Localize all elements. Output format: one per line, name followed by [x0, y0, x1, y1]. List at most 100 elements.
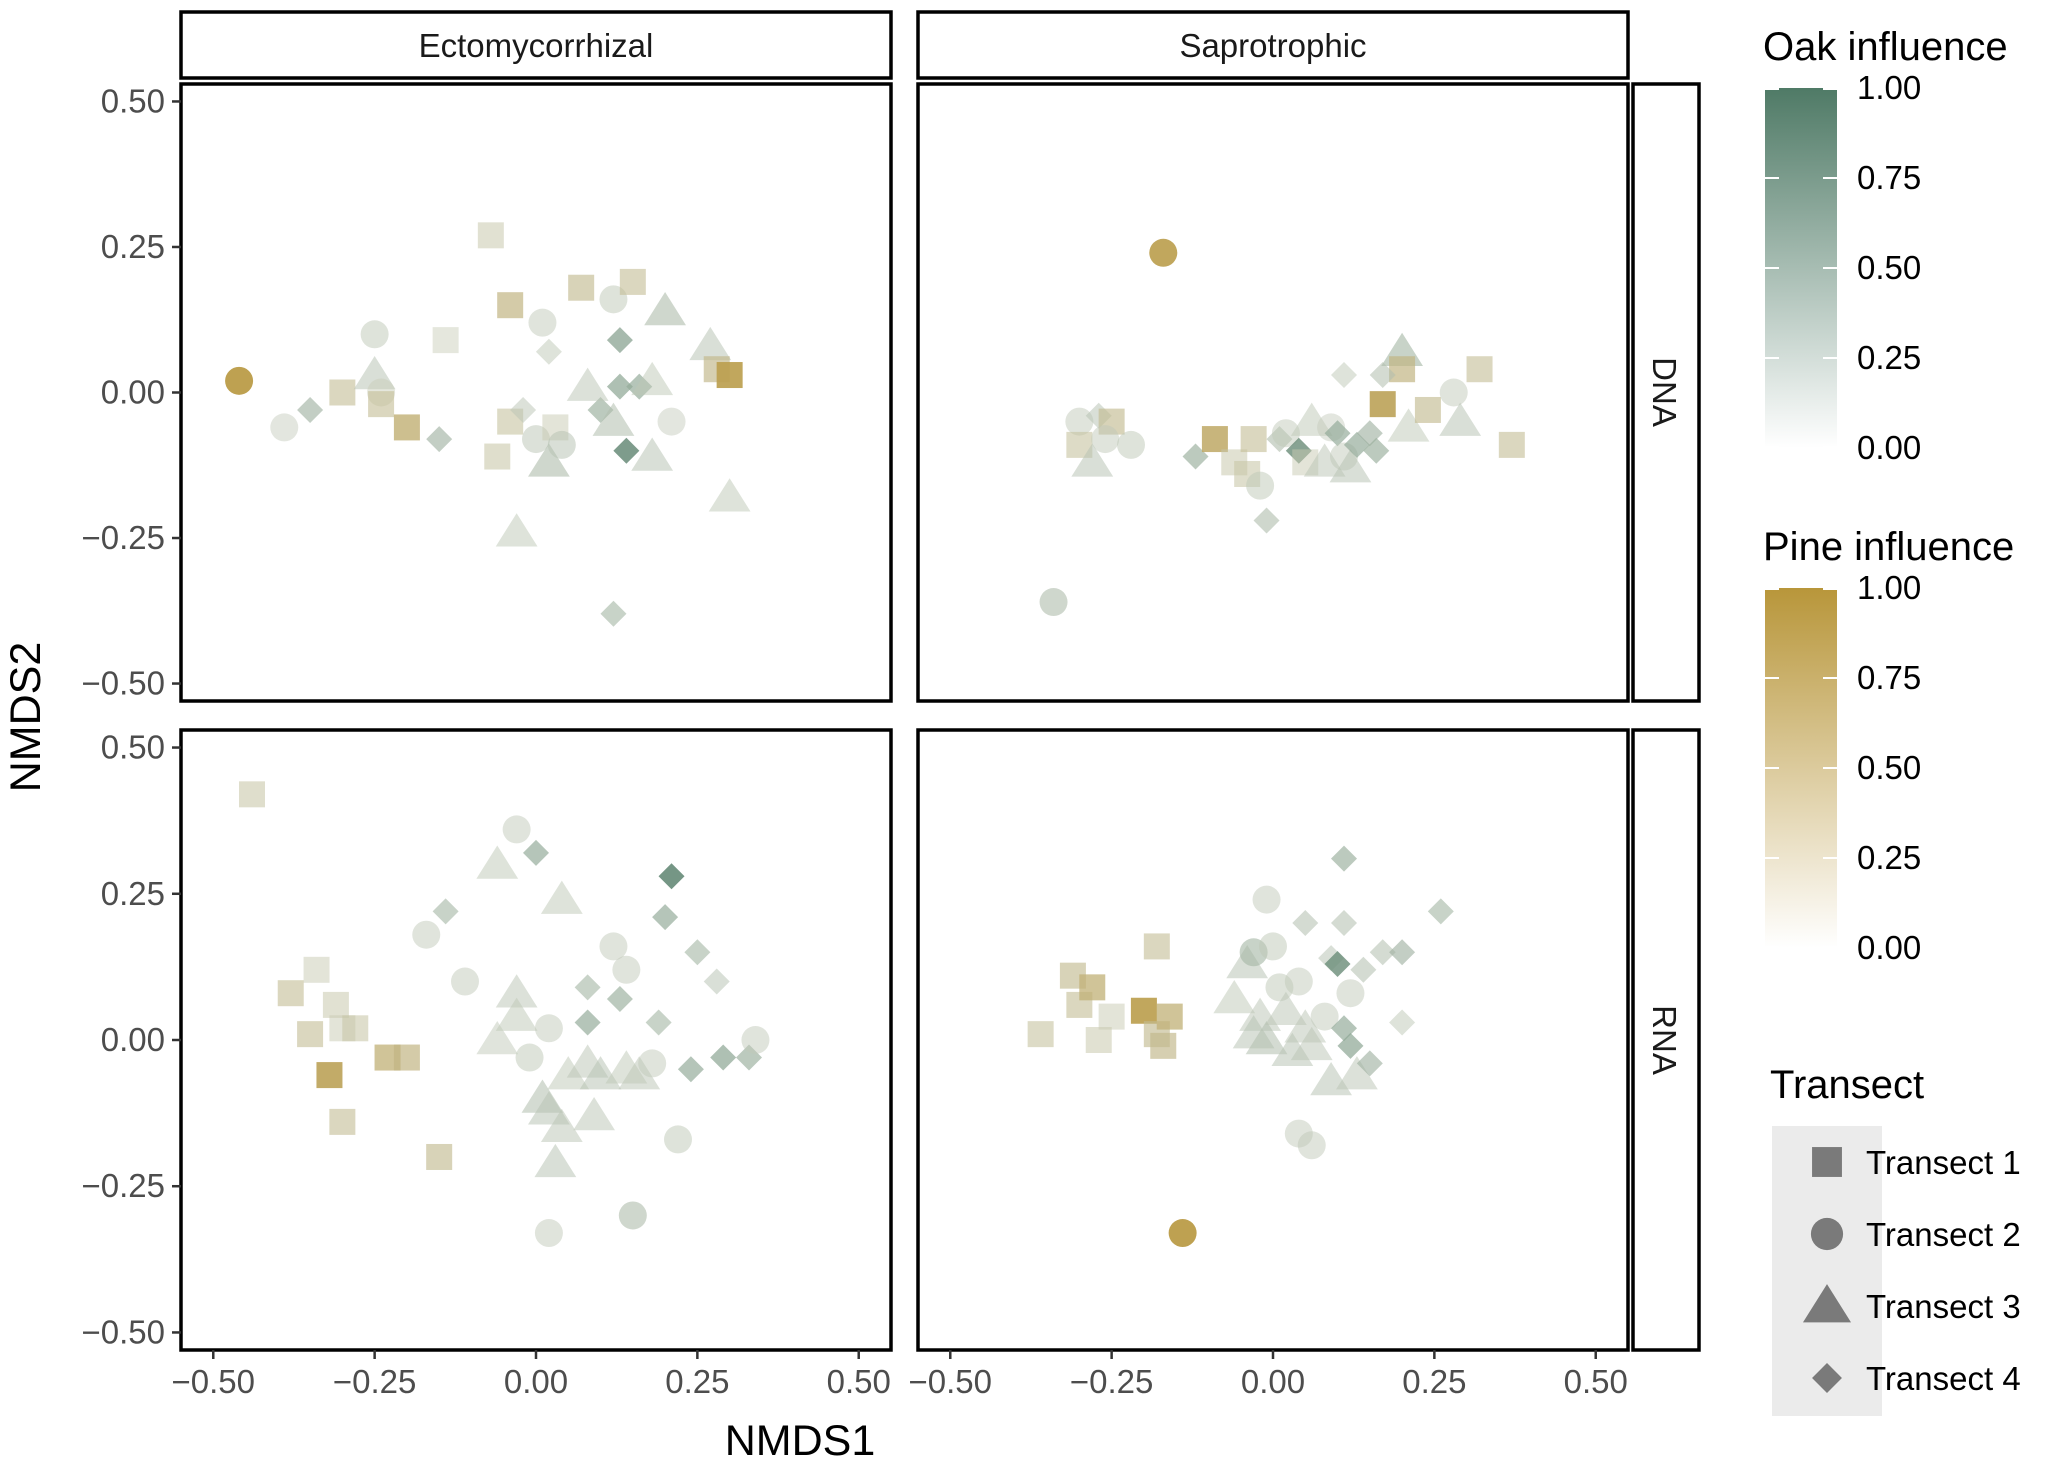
data-point-diamond [1337, 1032, 1364, 1059]
data-point-square [1098, 1003, 1125, 1030]
data-point-square [1156, 1003, 1183, 1030]
data-point-circle [225, 366, 254, 395]
data-point-diamond [606, 373, 633, 400]
legend-label-transect-1: Transect 1 [1866, 1144, 2021, 1181]
strip-label-saprotrophic: Saprotrophic [1179, 27, 1366, 64]
data-point-square [393, 1044, 420, 1071]
oak-colorbar-label: 0.75 [1857, 159, 1921, 196]
panel-saprotrophic-rna [916, 728, 1630, 1352]
data-point-diamond [606, 986, 633, 1013]
data-point-square [322, 991, 349, 1018]
data-point-diamond [645, 1009, 672, 1036]
data-point-diamond [1363, 437, 1390, 464]
panel-ectomycorrhizal-dna [179, 82, 893, 703]
data-point-diamond [658, 863, 685, 890]
strip-label-ectomycorrhizal: Ectomycorrhizal [419, 27, 654, 64]
oak-colorbar-label: 0.50 [1857, 249, 1921, 286]
data-point-circle [1284, 967, 1313, 996]
data-point-circle [1065, 407, 1094, 436]
data-point-square [1414, 396, 1441, 423]
data-point-square [393, 414, 420, 441]
data-point-circle [528, 308, 557, 337]
panel-saprotrophic-dna [916, 82, 1630, 703]
data-point-square [1369, 391, 1396, 418]
data-point-circle [599, 932, 628, 961]
data-point-triangle [592, 402, 635, 436]
data-point-triangle [689, 326, 732, 361]
data-point-square [568, 274, 595, 301]
x-tick-label: 0.50 [1564, 1363, 1628, 1400]
data-point-circle [612, 955, 641, 984]
data-point-diamond [1389, 1009, 1416, 1036]
data-point-circle [412, 920, 441, 949]
data-point-diamond [1266, 426, 1293, 453]
legend-oak-influence: Oak influence 1.00 0.75 0.50 0.25 0.00 [1763, 25, 2008, 466]
data-point-square [1143, 933, 1170, 960]
data-point-circle [1149, 238, 1178, 267]
data-point-square [277, 980, 304, 1007]
data-point-diamond [703, 968, 730, 995]
panel-ectomycorrhizal-rna [179, 728, 893, 1352]
data-point-square [316, 1062, 343, 1089]
y-tick-label: 0.50 [101, 82, 165, 119]
data-point-circle [1284, 1119, 1313, 1148]
data-point-triangle [540, 1108, 583, 1142]
data-point-diamond [1369, 362, 1396, 389]
data-point-circle [451, 967, 479, 996]
legend-key-triangle [1802, 1284, 1852, 1323]
data-point-triangle [540, 880, 583, 914]
data-point-diamond [606, 327, 633, 354]
pine-colorbar-label: 0.00 [1857, 929, 1921, 966]
y-tick-label: −0.25 [82, 519, 166, 556]
data-point-triangle [1336, 1056, 1378, 1090]
y-tick-label: 0.25 [101, 875, 165, 912]
x-axis-right: −0.50 −0.25 0.00 0.25 0.50 [909, 1350, 1628, 1400]
data-point-diamond [1331, 910, 1357, 937]
legend-transect: Transect Transect 1 Transect 2 Transect 3 T… [1770, 1063, 2021, 1416]
data-point-circle [1168, 1219, 1197, 1248]
legend-pine-title: Pine influence [1763, 525, 2014, 569]
data-point-circle [657, 407, 686, 436]
data-point-square [1150, 1032, 1177, 1059]
data-point-triangle [528, 443, 570, 477]
y-tick-label: 0.50 [101, 729, 165, 766]
pine-colorbar-label: 0.50 [1857, 749, 1921, 786]
data-point-square [1240, 426, 1267, 453]
data-point-triangle [644, 292, 686, 326]
data-point-circle [1117, 430, 1145, 459]
legend-transect-title: Transect [1770, 1063, 1924, 1107]
data-point-triangle [1303, 443, 1346, 477]
data-point-triangle [1439, 402, 1482, 436]
data-point-square [1085, 1027, 1112, 1053]
data-point-circle [534, 1219, 563, 1248]
data-point-diamond [1324, 420, 1351, 447]
pine-colorbar-label: 1.00 [1857, 569, 1921, 606]
data-point-square [1466, 356, 1493, 383]
x-axis-title: NMDS1 [725, 1417, 876, 1461]
data-point-triangle [1213, 980, 1256, 1014]
y-axis-bottom: −0.50 −0.25 0.00 0.25 0.50 [82, 729, 181, 1350]
x-tick-label: 0.25 [665, 1363, 729, 1400]
data-point-circle [1297, 1131, 1326, 1160]
data-point-triangle [1071, 443, 1114, 477]
data-point-circle [515, 1043, 544, 1072]
data-point-square [342, 1015, 369, 1042]
data-point-diamond [1350, 956, 1377, 983]
data-point-circle [1259, 932, 1287, 961]
data-point-circle [360, 320, 389, 349]
data-point-circle [638, 1049, 667, 1078]
x-tick-label: −0.50 [909, 1363, 993, 1400]
strip-dna [1631, 82, 1701, 703]
data-point-triangle [573, 1097, 615, 1131]
data-point-diamond [710, 1044, 737, 1071]
data-point-square [484, 443, 511, 470]
x-tick-label: −0.25 [333, 1363, 417, 1400]
x-tick-label: 0.00 [1241, 1363, 1305, 1400]
data-point-diamond [1427, 898, 1454, 925]
data-point-circle [534, 1014, 563, 1043]
data-point-diamond [1292, 910, 1319, 937]
data-point-diamond [535, 338, 562, 365]
data-point-square [426, 1143, 453, 1170]
